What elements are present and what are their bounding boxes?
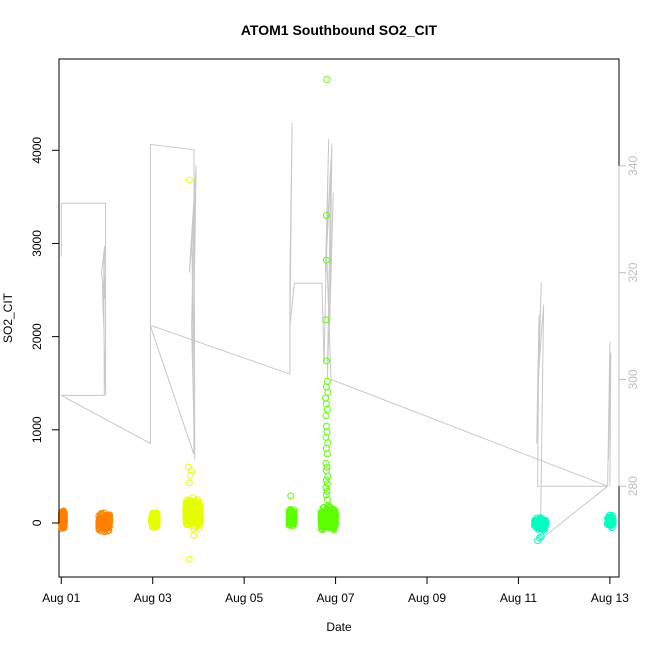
data-point	[323, 405, 331, 413]
data-point	[322, 400, 330, 408]
data-point	[322, 316, 330, 324]
grey-trace-line	[60, 123, 612, 541]
data-point	[185, 176, 193, 184]
data-point	[322, 357, 330, 365]
data-point	[285, 521, 293, 528]
y-axis-right: 280 300 320 340	[618, 155, 640, 496]
y-axis-left: 0 1000 2000 3000 4000	[30, 137, 60, 526]
data-point	[186, 471, 194, 479]
y-tick-label: 4000	[30, 137, 44, 164]
data-point	[324, 439, 332, 447]
data-point	[323, 76, 331, 83]
data-point	[536, 534, 543, 542]
data-point	[96, 516, 104, 524]
data-point	[149, 520, 157, 528]
data-point	[330, 526, 338, 534]
data-point	[188, 467, 196, 475]
data-point	[604, 519, 612, 527]
data-point	[329, 518, 337, 526]
data-point	[323, 496, 331, 504]
data-point	[322, 383, 330, 391]
y-tick-label: 2000	[30, 323, 44, 350]
data-point	[185, 479, 193, 487]
data-point	[318, 514, 326, 522]
data-point	[150, 510, 158, 518]
data-point	[537, 519, 545, 527]
data-point	[532, 520, 540, 527]
data-point	[322, 484, 330, 492]
data-point	[323, 514, 331, 522]
data-point	[196, 514, 204, 522]
data-point	[189, 506, 197, 514]
data-point	[190, 531, 198, 539]
x-tick-label: Aug 03	[134, 591, 172, 605]
y-tick-label: 0	[30, 519, 44, 526]
data-point	[538, 515, 546, 523]
data-point	[324, 472, 332, 480]
y2-tick-label: 340	[626, 155, 640, 175]
data-point	[322, 256, 330, 264]
x-axis: Aug 01 Aug 03 Aug 05 Aug 07 Aug 09 Aug 11 Aug …	[42, 576, 629, 605]
y2-tick-label: 280	[626, 476, 640, 496]
y-tick-label: 3000	[30, 230, 44, 257]
data-point	[322, 444, 330, 452]
data-point	[196, 517, 204, 525]
data-point	[150, 521, 158, 529]
y2-tick-label: 320	[626, 262, 640, 282]
data-point	[322, 394, 329, 402]
x-tick-label: Aug 11	[500, 591, 537, 605]
data-point	[184, 463, 192, 471]
data-point	[153, 519, 161, 527]
data-point	[322, 491, 330, 499]
x-tick-label: Aug 07	[317, 591, 355, 605]
data-point	[103, 511, 111, 519]
data-point	[60, 523, 68, 530]
data-point	[323, 428, 331, 436]
chart-title: ATOM1 Southbound SO2_CIT	[241, 22, 438, 38]
data-point	[324, 389, 332, 396]
data-point	[323, 463, 331, 471]
data-point	[196, 507, 204, 515]
data-point	[322, 467, 330, 475]
x-tick-label: Aug 09	[408, 591, 446, 605]
x-tick-label: Aug 13	[591, 591, 629, 605]
x-tick-label: Aug 05	[225, 591, 263, 605]
data-point	[322, 476, 330, 484]
line-series-layer	[60, 123, 612, 541]
data-point	[60, 513, 68, 520]
data-point	[322, 459, 330, 467]
data-point	[607, 515, 615, 523]
x-tick-label: Aug 01	[42, 591, 80, 605]
data-point	[287, 492, 295, 500]
data-point	[322, 422, 330, 430]
data-point	[186, 517, 194, 525]
data-point	[322, 412, 330, 420]
data-point	[185, 555, 193, 563]
y-tick-label: 1000	[30, 416, 44, 443]
plot-frame	[58, 58, 620, 578]
data-point	[327, 514, 335, 522]
data-point	[184, 513, 192, 521]
data-point	[323, 480, 331, 488]
data-point	[186, 499, 194, 506]
data-point	[323, 487, 331, 495]
data-point	[183, 510, 191, 518]
y-axis-label: SO2_CIT	[1, 292, 15, 343]
x-axis-label: Date	[326, 620, 352, 634]
scatter-points-layer	[57, 76, 617, 563]
y2-tick-label: 300	[626, 369, 640, 389]
data-point	[322, 212, 330, 219]
data-point	[182, 517, 190, 525]
data-point	[323, 450, 331, 458]
data-point	[287, 511, 295, 519]
